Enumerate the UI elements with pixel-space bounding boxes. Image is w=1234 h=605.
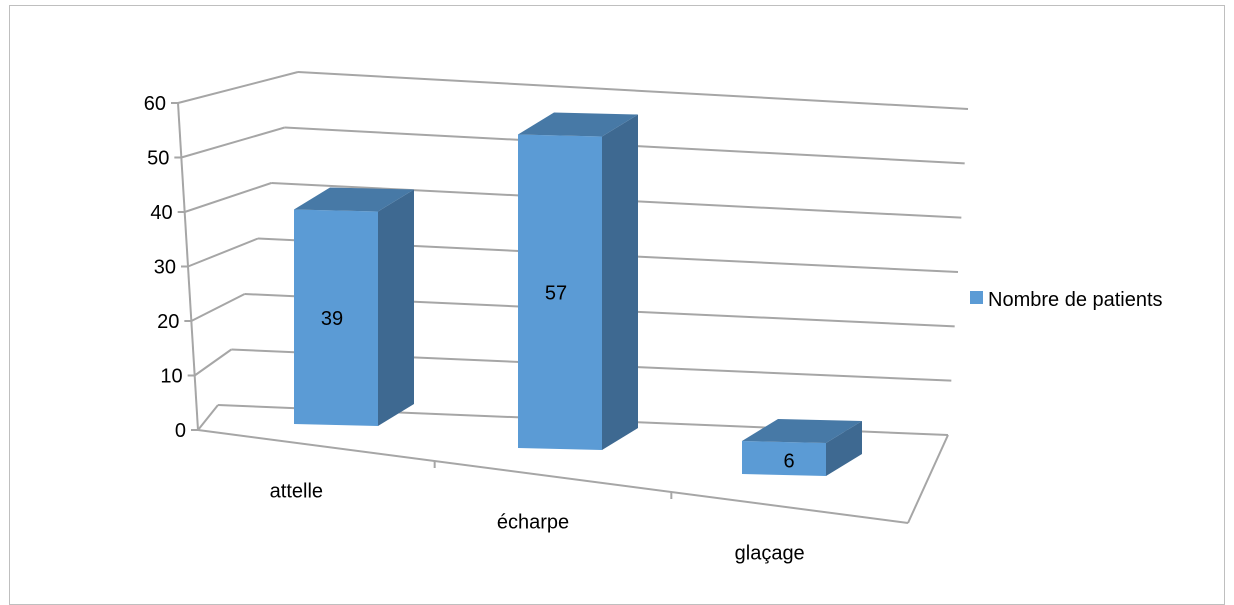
x-category-label: glaçage — [735, 543, 805, 565]
legend-label: Nombre de patients — [988, 289, 1163, 311]
gridline-back — [297, 71, 969, 110]
bar-front — [742, 441, 826, 476]
legend-swatch — [970, 291, 983, 304]
y-tick-label: 30 — [154, 257, 176, 279]
y-tick-label: 10 — [160, 366, 182, 388]
bar-glaçage — [742, 419, 862, 476]
y-axis-ticks: 0 10 20 30 40 50 60 — [144, 93, 198, 442]
gridline-side — [194, 348, 232, 377]
x-category-label: écharpe — [497, 512, 569, 534]
bar-front — [294, 209, 378, 426]
bar-écharpe — [518, 112, 638, 450]
y-tick-label: 60 — [144, 93, 166, 115]
floor-front-edge — [197, 429, 909, 524]
bars — [294, 112, 862, 476]
data-label: 6 — [783, 451, 794, 473]
gridline-side — [184, 182, 272, 213]
bar-side — [826, 421, 862, 476]
data-label: 39 — [321, 308, 343, 330]
gridline-side — [177, 71, 299, 104]
floor-right-edge — [907, 434, 949, 524]
bar-attelle — [294, 187, 414, 426]
bar-side — [602, 114, 638, 450]
bar-top — [518, 112, 638, 137]
bar-top — [294, 187, 414, 212]
x-category-label: attelle — [270, 481, 323, 503]
bar-front — [518, 134, 602, 450]
data-labels: 39 57 6 — [321, 282, 795, 472]
y-tick-label: 40 — [150, 202, 172, 224]
y-tick-label: 0 — [175, 420, 186, 442]
data-label: 57 — [545, 282, 567, 304]
y-tick-label: 20 — [157, 311, 179, 333]
legend: Nombre de patients — [970, 289, 1163, 311]
x-axis-categories: attelle écharpe glaçage — [270, 461, 805, 565]
gridline-side — [190, 293, 246, 322]
gridline-side — [181, 126, 285, 159]
bar-top — [742, 419, 862, 443]
y-tick-label: 50 — [147, 148, 169, 170]
bar-side — [378, 189, 414, 426]
gridline-side — [187, 237, 259, 268]
gridline-side — [197, 404, 219, 431]
